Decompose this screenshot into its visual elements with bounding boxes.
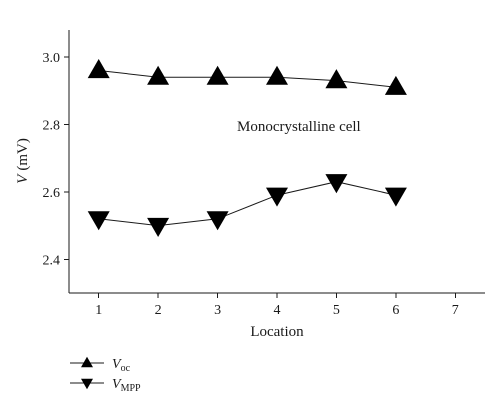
y-axis-label-symbol: V <box>15 173 31 184</box>
legend-label-subscript: MPP <box>121 383 141 394</box>
y-axis-label: V (mV) <box>15 138 31 184</box>
data-point-voc <box>266 65 288 85</box>
x-tick-label: 1 <box>95 303 102 318</box>
legend-label: VMPP <box>112 377 141 394</box>
series-line-voc <box>98 70 396 88</box>
y-tick-label: 2.6 <box>43 186 61 201</box>
x-tick-label: 6 <box>392 303 399 318</box>
data-point-voc <box>325 69 348 89</box>
y-ticks: 2.4 2.6 2.8 3.0 <box>43 51 69 268</box>
x-tick-label: 2 <box>155 303 162 318</box>
x-tick-label: 5 <box>333 303 340 318</box>
data-point-voc <box>206 65 229 85</box>
x-tick-label: 4 <box>274 303 281 318</box>
legend-marker <box>81 356 93 368</box>
chart-annotation: Monocrystalline cell <box>237 119 361 135</box>
y-tick-label: 2.4 <box>43 253 61 268</box>
y-tick-label: 2.8 <box>43 118 61 133</box>
data-point-vmpp <box>384 187 407 207</box>
series-layer <box>87 59 407 237</box>
legend-label-symbol: V <box>112 377 122 392</box>
x-tick-label: 7 <box>452 303 459 318</box>
data-point-voc <box>87 59 110 79</box>
legend-label: Voc <box>112 357 131 374</box>
legend-label-symbol: V <box>112 357 122 372</box>
x-tick-label: 3 <box>214 303 221 318</box>
data-point-vmpp <box>87 211 110 231</box>
data-point-voc <box>384 75 407 95</box>
data-point-vmpp <box>206 211 229 231</box>
series-line-vmpp <box>98 181 397 227</box>
y-tick-label: 3.0 <box>43 51 61 66</box>
data-point-vmpp <box>266 187 288 207</box>
data-point-vmpp <box>147 217 170 237</box>
x-axis-label: Location <box>250 324 304 340</box>
data-point-voc <box>147 65 170 85</box>
x-ticks: 1 2 3 4 5 6 7 <box>95 293 459 318</box>
legend-label-subscript: oc <box>121 363 131 374</box>
y-axis-label-unit: (mV) <box>15 138 31 171</box>
data-point-vmpp <box>325 174 348 194</box>
legend-marker <box>81 378 93 390</box>
